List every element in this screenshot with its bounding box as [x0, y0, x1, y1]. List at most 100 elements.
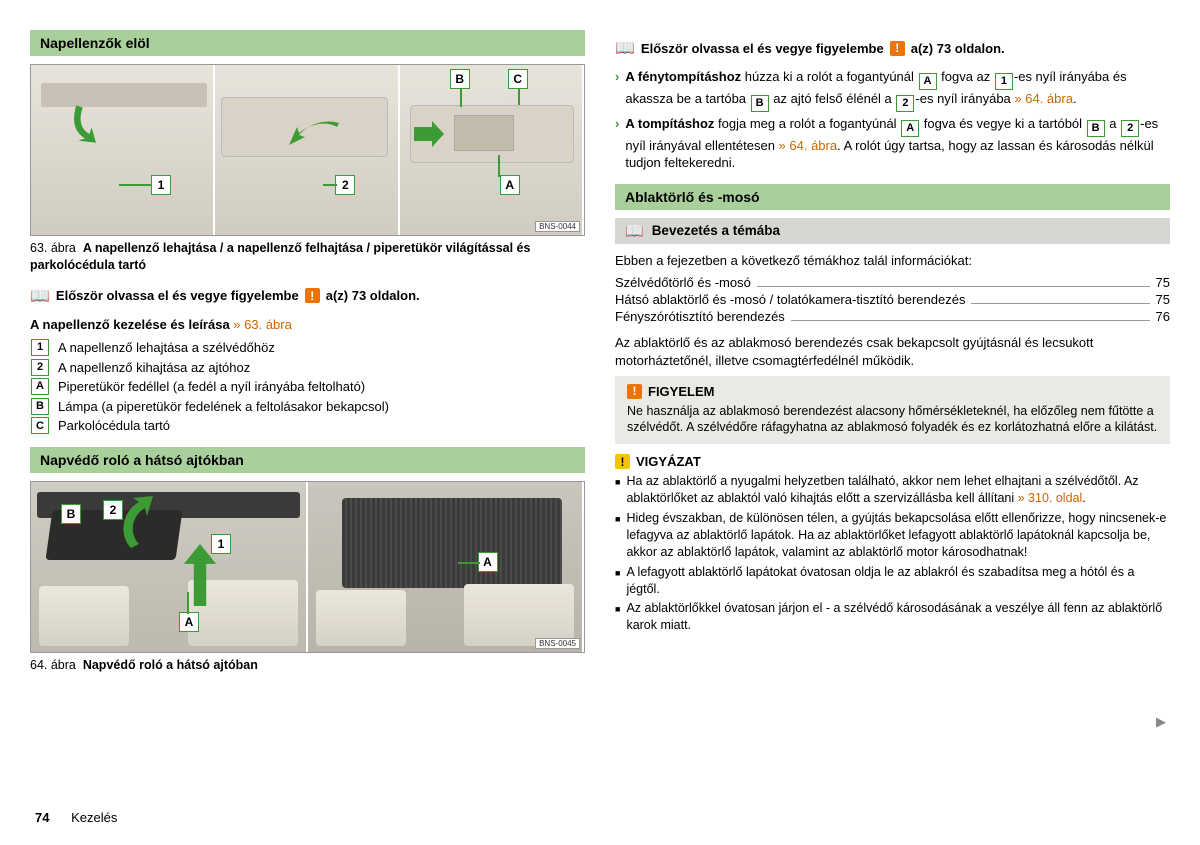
book-icon: 📖 — [615, 38, 635, 58]
figure-63-panel-3: B C A — [400, 65, 584, 235]
read-first-prefix: Először olvassa el és vegye figyelembe — [56, 288, 299, 303]
legend-row: B Lámpa (a piperetükör fedelének a feltol… — [30, 398, 585, 416]
toc-row: Szélvédőtörlő és -mosó75 — [615, 275, 1170, 290]
vigyazat-block: ! VIGYÁZAT ■Ha az ablaktörlő a nyugalmi … — [615, 454, 1170, 634]
square-bullet: ■ — [615, 603, 620, 634]
legend-list: 1 A napellenző lehajtása a szélvédőhöz 2 A … — [30, 339, 585, 435]
sub-intro-text: Bevezetés a témába — [652, 223, 780, 238]
figyelem-block: ! FIGYELEM Ne használja az ablakmosó ber… — [615, 376, 1170, 445]
inline-key: A — [919, 73, 937, 90]
toc-label: Hátsó ablaktörlő és -mosó / tolatókamera… — [615, 292, 965, 307]
page-number: 74 — [35, 810, 49, 825]
legend-key: 1 — [31, 339, 49, 356]
sub-intro-title: 📖 Bevezetés a témába — [615, 218, 1170, 244]
inline-key: 2 — [1121, 120, 1139, 137]
read-first-suffix: a(z) 73 oldalon. — [326, 288, 420, 303]
instruction-text: A fénytompításhoz húzza ki a rolót a fog… — [625, 68, 1170, 112]
inline-key: A — [901, 120, 919, 137]
callout-22: 2 — [103, 500, 123, 520]
toc-label: Szélvédőtörlő és -mosó — [615, 275, 751, 290]
continue-arrow-icon: ▶ — [1156, 714, 1166, 730]
figyelem-title: FIGYELEM — [648, 384, 714, 399]
figure-64-panel-2: A — [308, 482, 585, 652]
toc-page: 75 — [1156, 292, 1170, 307]
book-icon: 📖 — [30, 286, 50, 306]
callout-B2: B — [61, 504, 81, 524]
callout-A2: A — [179, 612, 199, 632]
callout-C: C — [508, 69, 528, 89]
figure-64: B 2 1 A A BNS-0045 — [30, 481, 585, 653]
figure-63-caption: 63. ábra A napellenző lehajtása / a nape… — [30, 240, 585, 274]
legend-row: A Piperetükör fedéllel (a fedél a nyíl ir… — [30, 378, 585, 396]
cross-ref: » 64. ábra — [779, 138, 838, 153]
toc-leader — [791, 320, 1150, 321]
book-icon: 📖 — [625, 222, 644, 240]
figure-63-panel-1: 1 — [31, 65, 215, 235]
legend-text: Piperetükör fedéllel (a fedél a nyíl irá… — [58, 378, 365, 396]
toc-note: Az ablaktörlő és az ablakmosó berendezés… — [615, 334, 1170, 369]
figure-63: 1 2 B C A BNS-0044 — [30, 64, 585, 236]
vigyazat-body: ■Ha az ablaktörlő a nyugalmi helyzetben … — [615, 473, 1170, 634]
caution-icon: ! — [615, 454, 630, 469]
legend-key: A — [31, 378, 49, 395]
inline-key: 2 — [896, 95, 914, 112]
caution-text: Ha az ablaktörlő a nyugalmi helyzetben t… — [626, 473, 1170, 507]
legend-row: 1 A napellenző lehajtása a szélvédőhöz — [30, 339, 585, 357]
square-bullet: ■ — [615, 476, 620, 507]
legend-text: Lámpa (a piperetükör fedelének a feltolá… — [58, 398, 389, 416]
toc-leader — [971, 303, 1149, 304]
warning-icon: ! — [305, 288, 320, 303]
rf-prefix-r: Először olvassa el és vegye figyelembe — [641, 41, 884, 56]
instruction-row: › A tompításhoz fogja meg a rolót a fogan… — [615, 115, 1170, 172]
instruction-bullets: › A fénytompításhoz húzza ki a rolót a fo… — [615, 68, 1170, 172]
caution-item: ■Hideg évszakban, de különösen télen, a … — [615, 510, 1170, 561]
toc-intro: Ebben a fejezetben a következő témákhoz … — [615, 252, 1170, 270]
instruction-row: › A fénytompításhoz húzza ki a rolót a fo… — [615, 68, 1170, 112]
warning-icon: ! — [627, 384, 642, 399]
section-sunvisor-title: Napellenzők elöl — [30, 30, 585, 56]
inline-key: B — [751, 95, 769, 112]
instruction-text: A tompításhoz fogja meg a rolót a fogant… — [625, 115, 1170, 172]
cross-ref: » 64. ábra — [1014, 91, 1073, 106]
legend-text: A napellenző kihajtása az ajtóhoz — [58, 359, 250, 377]
right-column: 📖 Először olvassa el és vegye figyelembe… — [615, 30, 1170, 686]
vigyazat-title: VIGYÁZAT — [636, 454, 701, 469]
figure-64-caption: 64. ábra Napvédő roló a hátsó ajtóban — [30, 657, 585, 674]
cross-ref: » 310. oldal — [1018, 491, 1083, 505]
left-column: Napellenzők elöl 1 2 B C — [30, 30, 585, 686]
figure-63-code: BNS-0044 — [535, 221, 580, 232]
rf-suffix-r: a(z) 73 oldalon. — [911, 41, 1005, 56]
square-bullet: ■ — [615, 513, 620, 561]
legend-text: A napellenző lehajtása a szélvédőhöz — [58, 339, 275, 357]
bullet-marker: › — [615, 115, 619, 133]
legend-text: Parkolócédula tartó — [58, 417, 170, 435]
inline-key: 1 — [995, 73, 1013, 90]
toc-leader — [757, 286, 1150, 287]
figyelem-body: Ne használja az ablakmosó berendezést al… — [627, 403, 1158, 437]
toc-label: Fényszórótisztító berendezés — [615, 309, 785, 324]
callout-A: A — [500, 175, 520, 195]
toc-list: Szélvédőtörlő és -mosó75Hátsó ablaktörlő… — [615, 275, 1170, 324]
caution-item: ■Ha az ablaktörlő a nyugalmi helyzetben … — [615, 473, 1170, 507]
square-bullet: ■ — [615, 567, 620, 598]
read-first-left: 📖 Először olvassa el és vegye figyelembe… — [30, 286, 585, 306]
callout-1: 1 — [151, 175, 171, 195]
toc-row: Hátsó ablaktörlő és -mosó / tolatókamera… — [615, 292, 1170, 307]
figure-63-panel-2: 2 — [215, 65, 399, 235]
page-footer: 74 Kezelés — [35, 810, 117, 825]
callout-12: 1 — [211, 534, 231, 554]
callout-B: B — [450, 69, 470, 89]
legend-row: C Parkolócédula tartó — [30, 417, 585, 435]
inline-key: B — [1087, 120, 1105, 137]
footer-label: Kezelés — [71, 810, 117, 825]
warning-icon: ! — [890, 41, 905, 56]
bullet-marker: › — [615, 68, 619, 86]
legend-title: A napellenző kezelése és leírása » 63. á… — [30, 316, 585, 334]
callout-2: 2 — [335, 175, 355, 195]
caution-text: Hideg évszakban, de különösen télen, a g… — [626, 510, 1170, 561]
legend-key: C — [31, 417, 49, 434]
legend-key: 2 — [31, 359, 49, 376]
legend-key: B — [31, 398, 49, 415]
section-wiper-title: Ablaktörlő és -mosó — [615, 184, 1170, 210]
section-sunblind-title: Napvédő roló a hátsó ajtókban — [30, 447, 585, 473]
